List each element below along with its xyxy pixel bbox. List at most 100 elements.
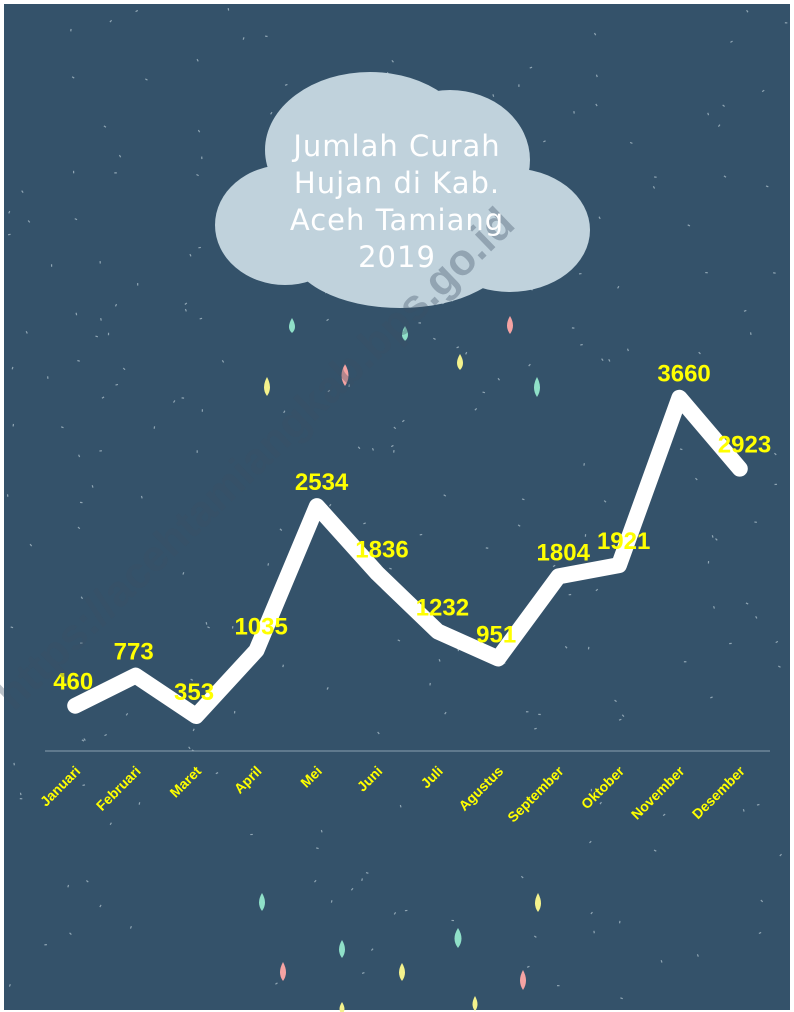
speck — [264, 35, 268, 38]
speck — [687, 224, 691, 227]
speck — [184, 308, 187, 312]
speck — [518, 84, 520, 87]
speck — [19, 798, 23, 800]
data-label: 2923 — [718, 432, 771, 459]
speck — [618, 920, 621, 924]
speck — [267, 563, 270, 566]
speck — [196, 58, 199, 62]
speck — [361, 878, 363, 881]
speck — [429, 682, 431, 686]
speck — [774, 452, 777, 456]
speck — [710, 696, 713, 699]
data-label: 1836 — [355, 536, 408, 563]
speck — [104, 733, 107, 737]
speck — [198, 246, 201, 249]
speck — [12, 423, 15, 427]
speck — [25, 330, 28, 334]
speck — [654, 176, 657, 178]
speck — [399, 804, 402, 808]
speck — [652, 186, 656, 189]
speck — [13, 762, 15, 766]
speck — [533, 935, 537, 938]
speck — [21, 190, 24, 194]
speck — [601, 358, 604, 361]
speck — [50, 264, 53, 267]
speck — [250, 833, 253, 836]
speck — [761, 89, 765, 93]
speck — [279, 528, 283, 531]
speck — [743, 309, 747, 312]
speck — [8, 210, 11, 214]
speck — [79, 501, 83, 504]
speck — [626, 348, 629, 352]
speck — [118, 154, 122, 158]
speck — [284, 83, 288, 86]
speck — [662, 813, 666, 817]
speck — [390, 444, 394, 448]
speck — [595, 588, 599, 592]
speck — [722, 104, 725, 107]
speck — [765, 185, 769, 188]
speck — [114, 172, 117, 174]
speck — [590, 788, 592, 792]
speck — [745, 602, 749, 605]
speck — [371, 447, 374, 451]
speck — [196, 173, 199, 177]
data-label: 2534 — [295, 469, 349, 496]
speck — [599, 801, 602, 805]
speck — [590, 911, 593, 915]
speck — [683, 661, 687, 663]
speck — [129, 925, 132, 929]
speck — [69, 932, 72, 935]
data-label: 3660 — [657, 361, 710, 388]
speck — [773, 272, 776, 274]
speck — [401, 419, 405, 423]
speck — [525, 711, 529, 713]
speck — [138, 802, 141, 805]
speck — [188, 746, 191, 750]
speck — [552, 564, 556, 568]
speck — [568, 593, 572, 596]
speck — [71, 76, 75, 79]
speck — [755, 615, 758, 619]
speck — [197, 129, 201, 133]
speck — [275, 982, 278, 985]
speck — [207, 626, 210, 629]
speck — [760, 899, 764, 903]
speck — [184, 302, 188, 305]
speck — [348, 384, 350, 387]
speck — [393, 450, 395, 453]
speck — [77, 526, 81, 530]
speck — [474, 408, 478, 411]
speck — [756, 803, 760, 806]
speck — [109, 822, 112, 826]
speck — [201, 156, 203, 160]
speck — [372, 541, 375, 545]
speck — [397, 639, 401, 642]
data-label: 1921 — [597, 528, 650, 555]
speck — [629, 141, 633, 144]
speck — [517, 524, 521, 527]
speck — [6, 494, 9, 497]
speck — [521, 498, 525, 501]
speck — [10, 626, 14, 629]
speck — [418, 322, 422, 324]
speck — [696, 954, 699, 957]
speck — [391, 59, 394, 63]
speck — [361, 972, 365, 975]
speck — [215, 772, 219, 775]
speck — [660, 959, 663, 963]
speck — [775, 640, 779, 644]
speck — [698, 351, 701, 355]
speck — [595, 103, 598, 107]
speck — [557, 985, 560, 987]
speck — [27, 220, 31, 223]
speck — [140, 495, 143, 499]
speck — [653, 849, 657, 852]
speck — [283, 410, 286, 414]
speck — [528, 363, 531, 367]
speck — [99, 450, 102, 452]
speck — [99, 261, 101, 264]
chart-title: Jumlah Curah Hujan di Kab. Aceh Tamiang … — [289, 129, 505, 274]
